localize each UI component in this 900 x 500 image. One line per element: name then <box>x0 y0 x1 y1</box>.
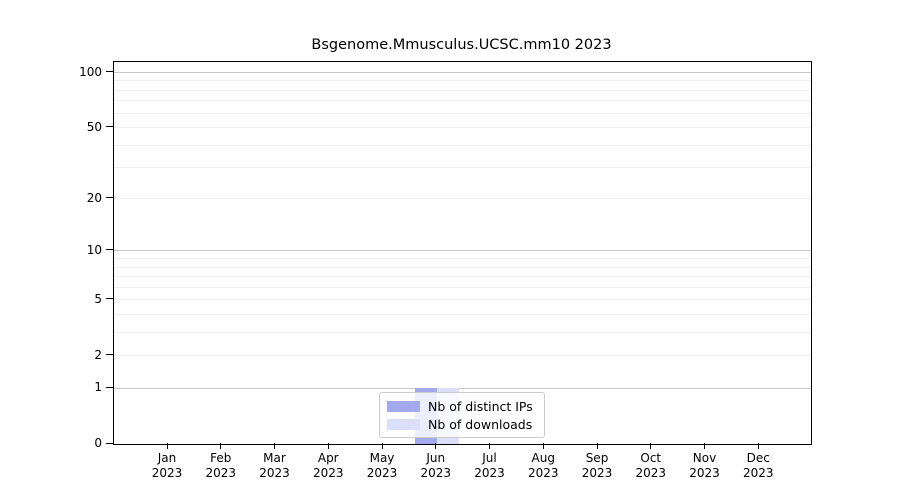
x-tick-month: Dec <box>746 451 770 465</box>
x-tick-year: 2023 <box>474 466 505 480</box>
x-tick-label: Dec 2023 <box>730 451 786 481</box>
legend-entry: Nb of downloads <box>380 417 544 432</box>
y-gridline-minor <box>114 112 811 114</box>
legend-label: Nb of distinct IPs <box>428 398 533 414</box>
x-tick-label: Apr 2023 <box>300 451 356 481</box>
legend-swatch-downloads <box>387 418 420 430</box>
y-gridline-minor <box>114 80 811 82</box>
x-tick-label: Oct 2023 <box>623 451 679 481</box>
x-tick-month: Aug <box>531 451 555 465</box>
plot-area: Nb of distinct IPs Nb of downloads <box>113 61 812 445</box>
y-tick-mark <box>106 354 113 356</box>
y-gridline-minor <box>114 276 811 278</box>
x-tick-mark <box>274 443 275 449</box>
x-tick-month: Oct <box>640 451 662 465</box>
legend: Nb of distinct IPs Nb of downloads <box>379 392 545 438</box>
legend-label: Nb of downloads <box>428 416 533 432</box>
y-gridline-minor <box>114 286 811 288</box>
y-gridline-minor <box>114 299 811 301</box>
x-tick-month: Mar <box>263 451 286 465</box>
x-tick-month: Feb <box>210 451 232 465</box>
y-gridline-minor <box>114 258 811 260</box>
x-tick-label: Aug 2023 <box>515 451 571 481</box>
x-tick-mark <box>327 443 329 449</box>
y-gridline-major <box>114 250 811 252</box>
y-tick-mark <box>106 71 113 72</box>
y-tick-mark <box>106 298 113 300</box>
y-tick-label: 50 <box>86 119 102 134</box>
x-tick-mark <box>704 443 705 449</box>
y-tick-mark <box>106 126 113 127</box>
y-tick-mark <box>106 386 113 388</box>
x-tick-year: 2023 <box>689 466 720 480</box>
y-tick-label: 2 <box>94 347 102 362</box>
x-tick-label: Sep 2023 <box>569 451 625 481</box>
x-tick-year: 2023 <box>635 466 667 480</box>
x-tick-label: Mar 2023 <box>247 451 303 481</box>
y-gridline-minor <box>114 266 811 268</box>
legend-entry: Nb of distinct IPs <box>380 399 544 414</box>
x-tick-year: 2023 <box>581 466 613 480</box>
x-tick-mark <box>489 443 490 449</box>
x-tick-label: Nov 2023 <box>677 451 733 481</box>
y-tick-label: 1 <box>94 380 102 395</box>
x-tick-label: Jan 2023 <box>139 451 195 481</box>
y-gridline-minor <box>114 144 811 146</box>
y-tick-label: 20 <box>86 190 102 205</box>
x-tick-year: 2023 <box>420 466 452 480</box>
y-tick-mark <box>106 442 113 444</box>
legend-swatch-distinct-ips <box>387 400 420 412</box>
x-tick-mark <box>542 443 544 449</box>
x-tick-mark <box>650 443 652 449</box>
x-tick-year: 2023 <box>312 466 344 480</box>
x-tick-month: Nov <box>692 451 717 465</box>
x-tick-label: May 2023 <box>354 451 410 481</box>
y-gridline-minor <box>114 167 811 169</box>
y-gridline-minor <box>114 89 811 91</box>
x-tick-month: May <box>369 451 395 465</box>
x-tick-year: 2023 <box>259 466 290 480</box>
y-tick-mark <box>106 249 113 251</box>
y-gridline-minor <box>114 313 811 315</box>
x-tick-mark <box>435 443 437 449</box>
chart-title: Bsgenome.Mmusculus.UCSC.mm10 2023 <box>311 37 612 53</box>
y-tick-label: 0 <box>94 436 102 450</box>
x-tick-year: 2023 <box>205 466 237 480</box>
y-gridline-minor <box>114 100 811 102</box>
x-tick-mark <box>757 443 759 449</box>
y-gridline-minor <box>114 355 811 357</box>
x-tick-mark <box>220 443 222 449</box>
y-gridline-major <box>114 387 811 389</box>
x-tick-label: Jun 2023 <box>408 451 464 481</box>
x-tick-month: Apr <box>317 451 339 465</box>
x-tick-year: 2023 <box>151 466 183 480</box>
x-tick-year: 2023 <box>742 466 774 480</box>
y-tick-label: 10 <box>86 242 102 257</box>
x-tick-mark <box>166 443 168 449</box>
y-gridline-minor <box>114 198 811 200</box>
y-tick-mark <box>106 197 113 199</box>
y-tick-label: 5 <box>94 291 102 306</box>
x-tick-mark <box>381 443 383 449</box>
y-gridline-minor <box>114 331 811 333</box>
x-tick-label: Jul 2023 <box>462 451 518 481</box>
x-tick-year: 2023 <box>366 466 398 480</box>
y-tick-label: 100 <box>79 64 102 79</box>
x-tick-month: Jan <box>157 451 177 465</box>
x-tick-month: Jun <box>426 451 446 465</box>
x-tick-month: Jul <box>482 451 497 465</box>
x-tick-month: Sep <box>585 451 609 465</box>
x-tick-label: Feb 2023 <box>193 451 249 481</box>
y-gridline-minor <box>114 127 811 128</box>
x-tick-mark <box>596 443 598 449</box>
x-tick-year: 2023 <box>527 466 559 480</box>
y-gridline-major <box>114 72 811 73</box>
